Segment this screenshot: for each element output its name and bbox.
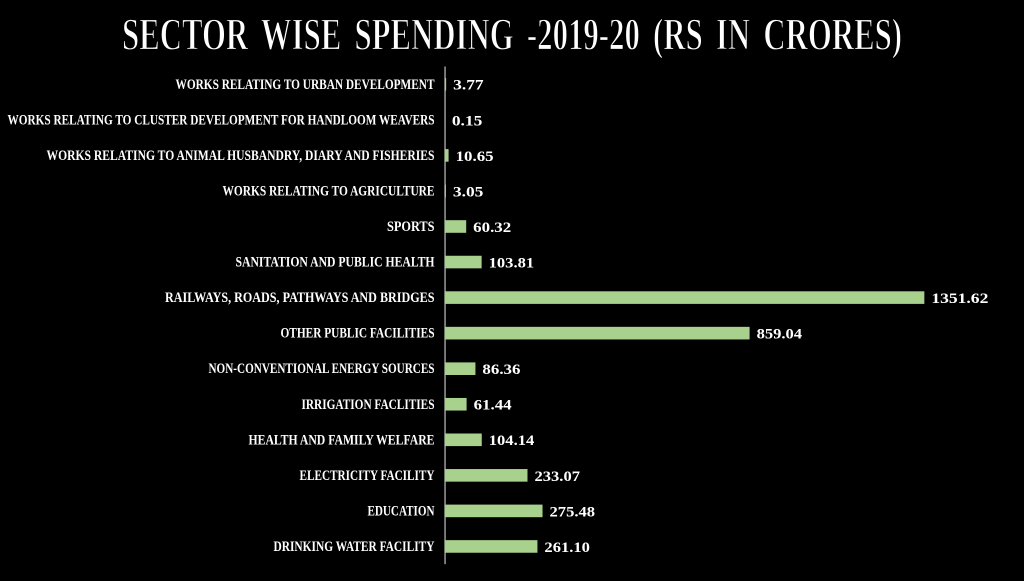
svg-text:261.10: 261.10 xyxy=(544,540,590,556)
svg-text:ELECTRICITY FACILITY: ELECTRICITY FACILITY xyxy=(300,468,435,484)
svg-text:103.81: 103.81 xyxy=(489,255,535,271)
svg-text:SPORTS: SPORTS xyxy=(387,219,435,235)
svg-text:61.44: 61.44 xyxy=(474,398,513,414)
svg-text:SECTOR WISE SPENDING -2019-20: SECTOR WISE SPENDING -2019-20 (RS IN CRO… xyxy=(122,10,902,60)
svg-text:60.32: 60.32 xyxy=(473,220,511,236)
svg-text:3.77: 3.77 xyxy=(453,78,484,94)
svg-text:0.15: 0.15 xyxy=(452,113,483,129)
svg-text:10.65: 10.65 xyxy=(456,149,494,165)
svg-text:SANITATION AND PUBLIC HEALTH: SANITATION AND PUBLIC HEALTH xyxy=(236,255,435,271)
svg-text:WORKS RELATING TO AGRICULTURE: WORKS RELATING TO AGRICULTURE xyxy=(223,183,435,199)
svg-text:233.07: 233.07 xyxy=(534,469,580,485)
svg-text:859.04: 859.04 xyxy=(757,327,803,343)
svg-text:NON-CONVENTIONAL ENERGY SOURCE: NON-CONVENTIONAL ENERGY SOURCES xyxy=(209,361,435,377)
svg-text:RAILWAYS, ROADS, PATHWAYS AND: RAILWAYS, ROADS, PATHWAYS AND BRIDGES xyxy=(165,290,435,306)
svg-text:3.05: 3.05 xyxy=(453,184,484,200)
svg-text:HEALTH AND FAMILY WELFARE: HEALTH AND FAMILY WELFARE xyxy=(249,432,435,448)
svg-text:OTHER PUBLIC FACILITIES: OTHER PUBLIC FACILITIES xyxy=(281,326,435,342)
svg-text:86.36: 86.36 xyxy=(482,362,521,378)
svg-text:WORKS RELATING TO URBAN DEVELO: WORKS RELATING TO URBAN DEVELOPMENT xyxy=(176,77,435,93)
svg-text:104.14: 104.14 xyxy=(489,433,535,449)
svg-text:WORKS RELATING TO CLUSTER DEVE: WORKS RELATING TO CLUSTER DEVELOPMENT FO… xyxy=(8,112,435,128)
svg-text:EDUCATION: EDUCATION xyxy=(368,503,435,519)
svg-text:275.48: 275.48 xyxy=(550,504,596,520)
svg-text:DRINKING WATER FACILITY: DRINKING WATER FACILITY xyxy=(274,539,435,555)
svg-text:WORKS RELATING TO ANIMAL HUSBA: WORKS RELATING TO ANIMAL HUSBANDRY, DIAR… xyxy=(47,148,435,164)
svg-text:1351.62: 1351.62 xyxy=(931,291,988,307)
svg-text:IRRIGATION FACLITIES: IRRIGATION FACLITIES xyxy=(302,397,435,413)
